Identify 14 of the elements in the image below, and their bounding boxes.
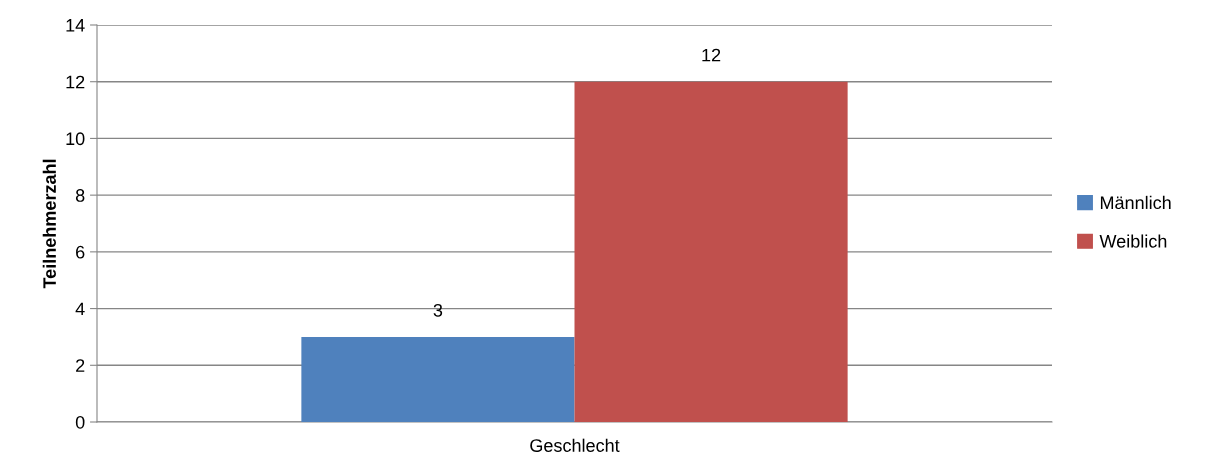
y-tick-label: 10 bbox=[66, 132, 85, 146]
data-label: 3 bbox=[433, 303, 443, 317]
y-tick-label: 4 bbox=[75, 302, 85, 316]
y-tick-label: 6 bbox=[76, 245, 85, 259]
y-axis-title: Teilnehmerzahl bbox=[42, 159, 56, 289]
y-tick-label: 0 bbox=[75, 415, 85, 429]
data-label: 12 bbox=[702, 48, 721, 62]
legend-label: Weiblich bbox=[1099, 234, 1167, 248]
y-tick-label: 12 bbox=[66, 75, 85, 89]
y-tick-label: 14 bbox=[66, 19, 85, 32]
x-tick-label: Geschlecht bbox=[530, 438, 620, 452]
y-tick-label: 2 bbox=[76, 359, 85, 372]
legend-label: Männlich bbox=[1100, 195, 1171, 210]
y-tick-label: 8 bbox=[75, 189, 85, 202]
